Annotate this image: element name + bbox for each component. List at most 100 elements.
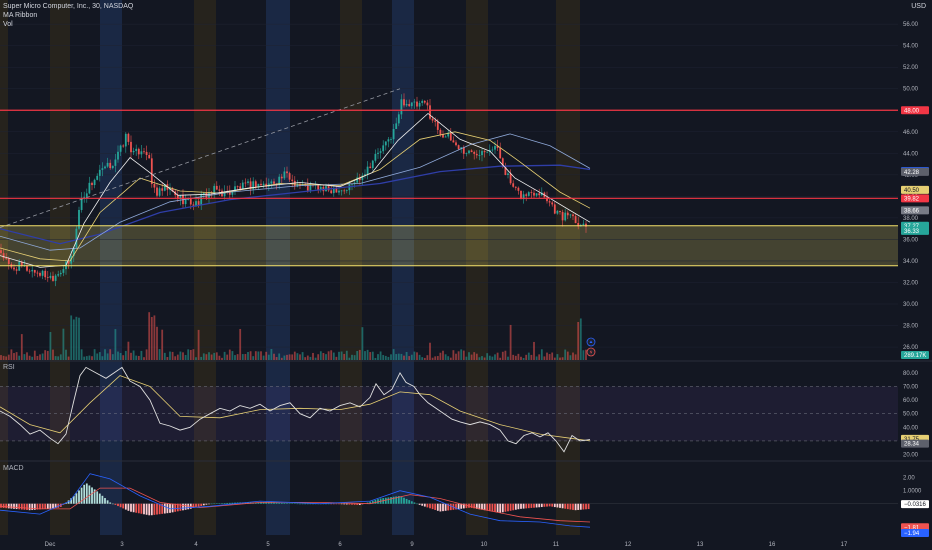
volume-bar <box>327 351 330 360</box>
macd-histogram-bar <box>153 503 156 515</box>
volume-bar <box>413 351 416 360</box>
macd-histogram-bar <box>296 503 299 505</box>
alert-icon[interactable] <box>586 337 596 347</box>
macd-histogram-bar <box>161 503 164 514</box>
macd-histogram-bar <box>496 503 499 513</box>
volume-bar <box>322 352 325 360</box>
volume-bar <box>137 355 140 360</box>
candle-body <box>91 182 93 186</box>
candle-body <box>410 102 413 107</box>
volume-bar <box>551 352 554 360</box>
macd-histogram-bar <box>18 503 21 510</box>
volume-bar <box>148 312 151 360</box>
volume-bar <box>543 356 546 360</box>
candle-body <box>574 216 577 224</box>
candle-body <box>423 100 426 103</box>
candle-body <box>288 173 291 180</box>
candle-body <box>202 193 205 195</box>
lightning-icon[interactable] <box>586 347 596 357</box>
session-band <box>266 0 290 535</box>
volume-bar <box>145 349 148 360</box>
ma-ribbon-label[interactable]: MA Ribbon <box>3 12 38 19</box>
volume-bar <box>153 315 156 360</box>
macd-label[interactable]: MACD <box>3 465 24 472</box>
volume-bar <box>254 351 257 360</box>
symbol-title[interactable]: Super Micro Computer, Inc., 30, NASDAQ <box>3 3 134 10</box>
candle-body <box>236 186 239 188</box>
candle-body <box>361 175 364 181</box>
volume-bar <box>546 352 548 360</box>
volume-bar <box>109 349 112 360</box>
time-axis[interactable]: Dec 3 4 5 6 9 10 11 12 13 16 17 <box>45 542 848 548</box>
volume-bar <box>390 354 392 360</box>
macd-histogram-bar <box>200 503 203 507</box>
volume-bar <box>52 349 54 360</box>
currency-label[interactable]: USD <box>911 3 926 10</box>
time-tick: 17 <box>841 542 848 548</box>
candle-body <box>88 182 91 194</box>
candle-body <box>418 102 421 107</box>
macd-histogram-bar <box>390 497 392 504</box>
volume-bar <box>566 351 569 360</box>
macd-histogram-bar <box>327 503 330 505</box>
macd-histogram-bar <box>504 503 507 512</box>
volume-bar <box>392 349 395 360</box>
price-tag: 40.50 <box>904 188 920 194</box>
volume-bar <box>358 349 361 360</box>
candle-body <box>481 151 483 156</box>
volume-bar <box>540 349 543 360</box>
volume-label[interactable]: Vol <box>3 21 13 28</box>
volume-tag: 289.17K <box>904 353 926 359</box>
price-axis[interactable]: 56.00 54.00 52.00 50.00 48.00 46.00 44.00 42.00… <box>903 22 922 508</box>
macd-histogram-bar <box>257 502 260 504</box>
candle-body <box>122 145 125 147</box>
candle-body <box>494 146 496 150</box>
volume-bar <box>236 354 239 360</box>
candle-body <box>332 188 335 194</box>
volume-bar <box>496 352 499 360</box>
volume-bar <box>184 354 187 360</box>
volume-bar <box>444 354 447 360</box>
macd-histogram-bar <box>23 503 26 510</box>
candle-body <box>247 181 249 183</box>
price-tick: 44.00 <box>903 151 919 157</box>
volume-bar <box>468 352 470 360</box>
candle-body <box>379 151 382 153</box>
volume-bar <box>387 356 390 360</box>
candle-body <box>158 188 161 196</box>
candle-body <box>421 100 424 103</box>
macd-histogram-bar <box>270 502 273 504</box>
volume-bar <box>228 349 231 360</box>
volume-bar <box>156 326 158 360</box>
volume-bar <box>473 352 476 360</box>
candle-body <box>83 196 86 198</box>
rsi-label[interactable]: RSI <box>3 364 15 371</box>
macd-histogram-bar <box>192 503 195 509</box>
volume-bar <box>400 353 403 360</box>
volume-bar <box>179 351 182 360</box>
candle-body <box>577 223 580 227</box>
macd-histogram-bar <box>574 503 577 511</box>
macd-histogram-bar <box>462 503 465 509</box>
candle-body <box>553 204 556 214</box>
candle-body <box>436 121 439 130</box>
volume-bar <box>26 352 28 360</box>
volume-bar <box>475 353 478 360</box>
macd-histogram-bar <box>265 502 268 504</box>
macd-histogram-bar <box>215 503 218 504</box>
volume-bar <box>366 349 369 360</box>
volume-bar <box>158 349 161 360</box>
candle-body <box>538 193 541 196</box>
volume-bar <box>410 354 413 360</box>
macd-histogram-bar <box>491 503 494 512</box>
macd-histogram-bar <box>405 498 408 504</box>
ma-slow-line <box>0 133 591 251</box>
candle-body <box>36 272 39 274</box>
volume-bar <box>488 355 491 360</box>
macd-histogram-bar <box>343 503 346 505</box>
volume-bar <box>499 357 502 360</box>
candle-body <box>273 181 275 184</box>
macd-histogram-bar <box>182 503 184 511</box>
candle-body <box>452 140 455 143</box>
